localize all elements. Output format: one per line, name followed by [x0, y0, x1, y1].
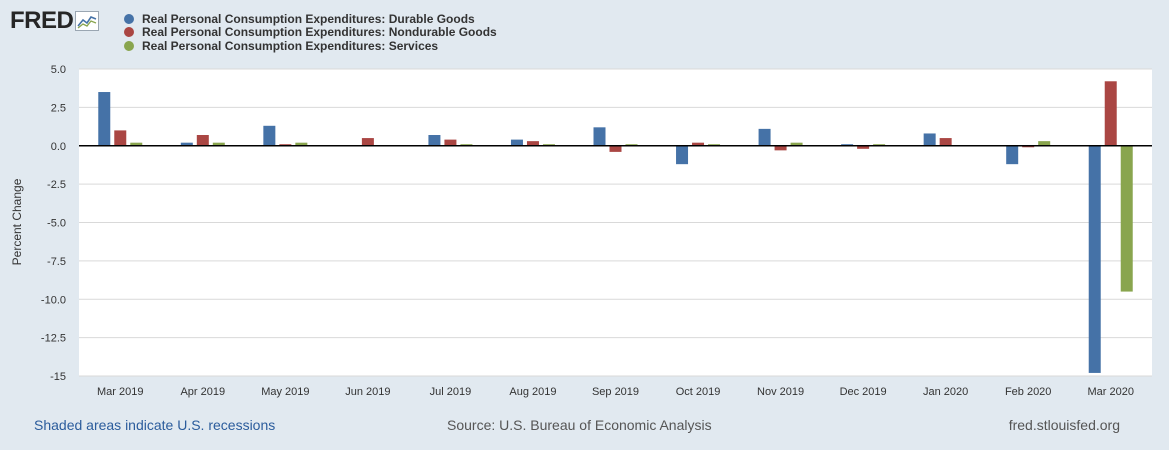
bar[interactable]: [98, 92, 110, 146]
x-tick-label: Mar 2020: [1087, 386, 1133, 398]
bar[interactable]: [1089, 146, 1101, 373]
x-tick-label: Aug 2019: [509, 386, 556, 398]
y-tick-label: -15: [50, 371, 66, 383]
x-tick-label: Jul 2019: [430, 386, 472, 398]
bar[interactable]: [428, 135, 440, 146]
x-tick-label: Apr 2019: [180, 386, 225, 398]
x-tick-label: Jan 2020: [923, 386, 968, 398]
bar[interactable]: [444, 140, 456, 146]
x-tick-label: Mar 2019: [97, 386, 143, 398]
source-note: Source: U.S. Bureau of Economic Analysis: [447, 417, 712, 433]
site-link[interactable]: fred.stlouisfed.org: [1009, 417, 1120, 433]
y-tick-labels: 5.0 2.5 0.0 -2.5 -5.0 -7.5 -10.0 -12.5 -15: [41, 64, 66, 383]
x-tick-label: May 2019: [261, 386, 309, 398]
bar[interactable]: [1121, 146, 1133, 292]
bar[interactable]: [114, 130, 126, 145]
bar[interactable]: [940, 138, 952, 146]
y-tick-label: 5.0: [51, 64, 66, 76]
y-tick-label: -12.5: [41, 333, 66, 345]
x-tick-label: Feb 2020: [1005, 386, 1051, 398]
x-tick-label: Jun 2019: [345, 386, 390, 398]
x-tick-labels: Mar 2019 Apr 2019 May 2019 Jun 2019 Jul 2019…: [97, 386, 1134, 398]
x-tick-label: Sep 2019: [592, 386, 639, 398]
bar[interactable]: [924, 133, 936, 145]
y-tick-label: 0.0: [51, 141, 66, 153]
bar[interactable]: [1105, 81, 1117, 145]
y-tick-label: -7.5: [47, 256, 66, 268]
bar[interactable]: [263, 126, 275, 146]
bar[interactable]: [610, 146, 622, 152]
bar[interactable]: [362, 138, 374, 146]
bar[interactable]: [511, 140, 523, 146]
bar[interactable]: [594, 127, 606, 145]
bar-chart: 5.0 2.5 0.0 -2.5 -5.0 -7.5 -10.0 -12.5 -15 Mar 2…: [0, 0, 1169, 410]
y-axis-label: Percent Change: [10, 178, 24, 265]
y-tick-label: -2.5: [47, 179, 66, 191]
bar[interactable]: [1006, 146, 1018, 164]
bar[interactable]: [676, 146, 688, 164]
x-tick-label: Nov 2019: [757, 386, 804, 398]
y-tick-label: 2.5: [51, 102, 66, 114]
bar[interactable]: [759, 129, 771, 146]
recessions-note-link[interactable]: Shaded areas indicate U.S. recessions: [34, 417, 275, 433]
x-tick-label: Dec 2019: [840, 386, 887, 398]
x-tick-label: Oct 2019: [676, 386, 721, 398]
y-tick-label: -5.0: [47, 218, 66, 230]
y-tick-label: -10.0: [41, 294, 66, 306]
bar[interactable]: [197, 135, 209, 146]
